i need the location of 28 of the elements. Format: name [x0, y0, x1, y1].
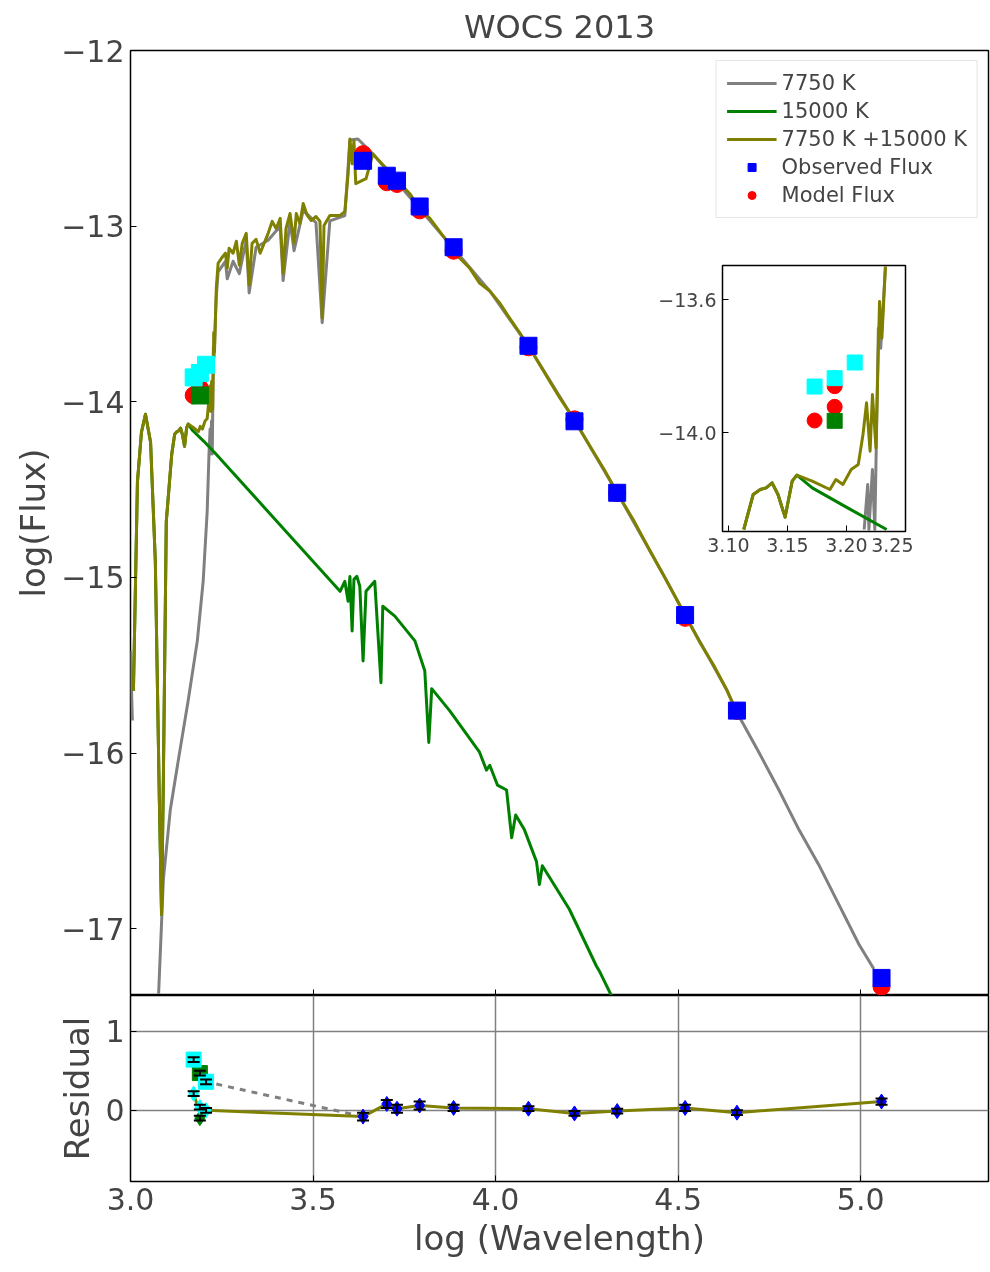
y-tick-label: −15 — [61, 560, 125, 596]
x-tick-label: 3.25 — [871, 533, 914, 556]
y-axis-title: log(Flux) — [13, 448, 54, 598]
y-tick-label: −14.0 — [658, 421, 717, 444]
x-axis-title: log (Wavelength) — [414, 1217, 705, 1258]
chart-title: WOCS 2013 — [463, 7, 656, 46]
legend-label: 7750 K — [781, 71, 856, 95]
y-tick-label: 1 — [105, 1014, 125, 1050]
x-tick-label: 3.10 — [707, 533, 750, 556]
y-tick-label: −17 — [61, 911, 125, 947]
y-tick-label: −13 — [61, 209, 125, 245]
y-tick-label: −13.6 — [658, 288, 717, 311]
legend-label: 7750 K +15000 K — [781, 127, 967, 151]
y-tick-label: 0 — [105, 1093, 125, 1129]
x-tick-label: 5.0 — [836, 1181, 885, 1217]
y-tick-label: −16 — [61, 736, 125, 772]
legend-label: Observed Flux — [781, 155, 933, 179]
y-tick-label: −12 — [61, 33, 125, 69]
y-axis-title: Residual — [57, 1016, 98, 1161]
x-tick-label: 3.0 — [106, 1181, 155, 1217]
legend-label: 15000 K — [781, 99, 869, 123]
x-tick-label: 3.15 — [766, 533, 809, 556]
x-tick-label: 4.5 — [654, 1181, 703, 1217]
x-tick-label: 4.0 — [471, 1181, 520, 1217]
x-tick-label: 3.5 — [289, 1181, 337, 1217]
y-tick-label: −14 — [61, 384, 125, 420]
x-tick-label: 3.20 — [825, 533, 868, 556]
legend-label: Model Flux — [781, 183, 895, 207]
